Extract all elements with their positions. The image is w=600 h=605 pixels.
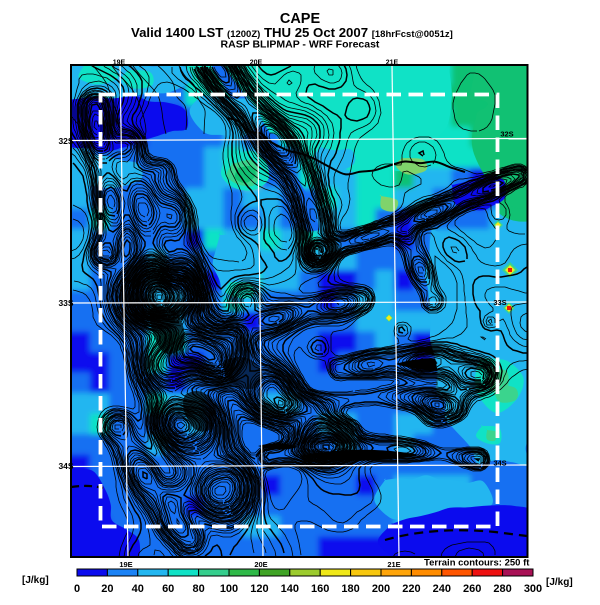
svg-text:200: 200 [372, 583, 390, 595]
svg-text:34S: 34S [58, 461, 73, 471]
svg-text:CAPE: CAPE [280, 11, 321, 27]
svg-text:240: 240 [433, 583, 451, 595]
svg-text:RASP BLIPMAP - WRF Forecast: RASP BLIPMAP - WRF Forecast [221, 39, 380, 51]
svg-text:21E: 21E [386, 60, 399, 67]
svg-text:33S: 33S [493, 298, 506, 307]
svg-text:Valid 1400 LST (1200Z) THU 25: Valid 1400 LST (1200Z) THU 25 Oct 2007 [… [131, 25, 453, 40]
svg-text:20E: 20E [250, 60, 263, 67]
svg-text:180: 180 [341, 583, 359, 595]
svg-text:Terrain contours: 250 ft: Terrain contours: 250 ft [424, 558, 530, 569]
svg-text:120: 120 [250, 583, 268, 595]
svg-text:19E: 19E [113, 60, 126, 67]
svg-text:33S: 33S [58, 298, 73, 308]
svg-text:[J/kg]: [J/kg] [22, 575, 49, 586]
svg-text:80: 80 [192, 583, 204, 595]
svg-text:32S: 32S [58, 136, 73, 146]
svg-text:21E: 21E [387, 560, 400, 569]
svg-text:0: 0 [74, 583, 80, 595]
svg-text:19E: 19E [119, 560, 132, 569]
svg-text:220: 220 [402, 583, 420, 595]
svg-text:300: 300 [524, 583, 542, 595]
svg-text:140: 140 [281, 583, 299, 595]
svg-text:[J/kg]: [J/kg] [546, 577, 573, 588]
svg-text:60: 60 [162, 583, 174, 595]
svg-text:20E: 20E [254, 560, 267, 569]
svg-text:260: 260 [463, 583, 481, 595]
svg-text:32S: 32S [500, 130, 513, 139]
svg-text:160: 160 [311, 583, 329, 595]
svg-text:280: 280 [493, 583, 511, 595]
svg-text:20: 20 [101, 583, 113, 595]
svg-text:100: 100 [220, 583, 238, 595]
svg-text:40: 40 [132, 583, 144, 595]
svg-text:34S: 34S [493, 459, 506, 468]
